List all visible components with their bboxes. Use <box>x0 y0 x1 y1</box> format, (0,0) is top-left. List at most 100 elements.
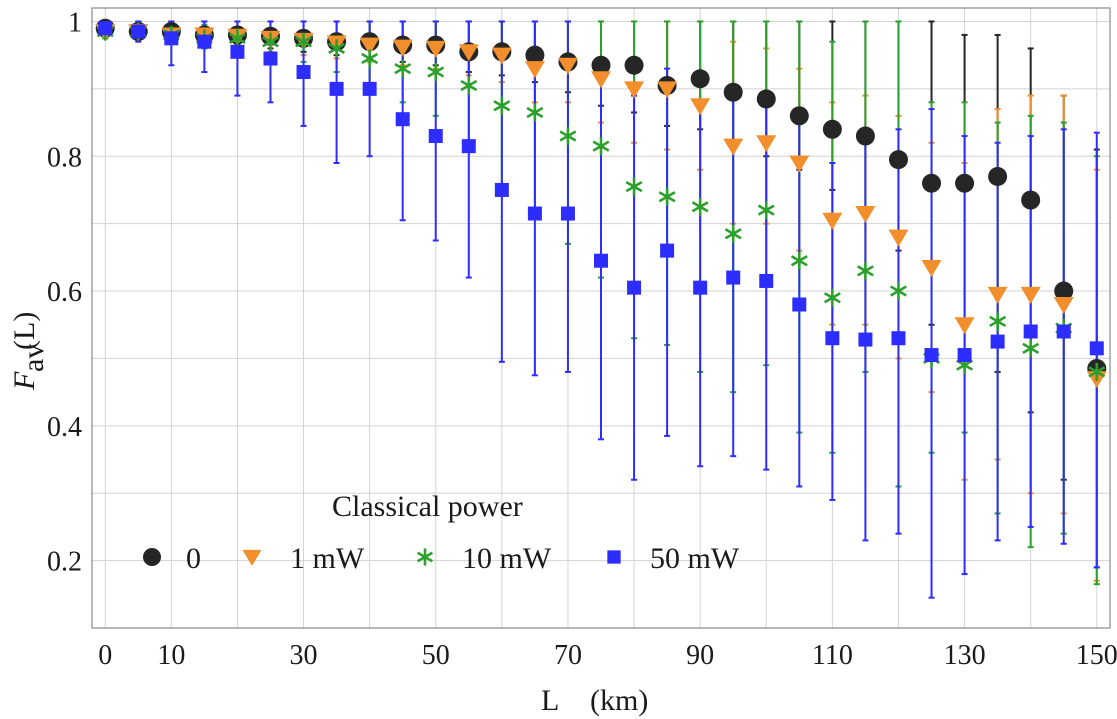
data-point-1-16 <box>624 81 645 99</box>
data-point-1-25 <box>921 259 942 277</box>
data-point-0-24 <box>888 150 908 170</box>
data-point-1-24 <box>888 229 909 247</box>
x-tick-label: 150 <box>1076 640 1117 671</box>
data-point-3-8 <box>362 81 377 96</box>
data-point-0-20 <box>756 89 776 109</box>
data-point-1-26 <box>954 317 975 335</box>
data-point-3-29 <box>1056 324 1071 339</box>
data-point-3-26 <box>957 348 972 363</box>
y-tick-label: 0.8 <box>47 142 82 173</box>
data-point-3-24 <box>891 331 906 346</box>
data-point-1-10 <box>425 40 446 58</box>
data-point-0-22 <box>822 119 842 139</box>
legend-label-1: 1 mW <box>290 542 365 575</box>
data-point-2-28 <box>1022 339 1040 358</box>
data-point-0-29 <box>1054 281 1074 301</box>
legend-marker-2 <box>416 548 434 566</box>
data-point-0-27 <box>988 166 1008 186</box>
data-point-1-17 <box>657 81 678 99</box>
x-tick-label: 0 <box>98 640 112 671</box>
data-point-2-4 <box>228 29 246 48</box>
legend-marker-1 <box>242 549 262 567</box>
data-point-2-17 <box>658 187 676 206</box>
data-point-3-25 <box>924 348 939 363</box>
y-axis-label-sub: av <box>17 344 50 372</box>
data-point-3-10 <box>428 129 443 144</box>
x-tick-label: 30 <box>290 640 318 671</box>
legend-label-3: 50 mW <box>650 542 740 575</box>
data-point-0-13 <box>525 45 545 65</box>
legend-label-2: 10 mW <box>462 542 552 575</box>
data-point-1-27 <box>987 286 1008 304</box>
y-axis-label-arg: (L) <box>8 312 41 350</box>
y-tick-label: 0.2 <box>47 547 82 578</box>
data-point-0-28 <box>1021 190 1041 210</box>
data-point-2-6 <box>295 32 312 51</box>
data-point-0-23 <box>855 126 875 146</box>
data-point-3-2 <box>164 31 179 46</box>
data-point-2-8 <box>361 49 379 68</box>
x-tick-label: 90 <box>686 640 714 671</box>
data-point-0-21 <box>789 106 809 126</box>
data-point-2-13 <box>526 103 544 122</box>
data-point-2-15 <box>592 137 610 156</box>
x-tick-label: 10 <box>157 640 185 671</box>
legend-marker-3 <box>607 550 621 564</box>
y-tick-label: 0.6 <box>47 277 82 308</box>
y-tick-label: 0.4 <box>47 412 82 443</box>
data-point-1-21 <box>789 155 810 173</box>
data-point-3-16 <box>627 280 642 295</box>
legend-markers <box>142 547 621 567</box>
data-point-1-19 <box>723 138 744 156</box>
legend: Classical power 0 1 mW 10 mW 50 mW <box>142 490 740 575</box>
data-point-2-12 <box>493 96 511 115</box>
plot-frame <box>91 7 1111 629</box>
data-point-2-16 <box>625 177 643 196</box>
data-point-2-10 <box>427 63 445 82</box>
data-point-2-18 <box>691 197 709 216</box>
y-tick-labels: 0.2 0.4 0.6 0.8 1 <box>47 7 82 577</box>
data-point-3-12 <box>494 182 509 197</box>
data-point-2-9 <box>394 59 412 78</box>
data-point-0-16 <box>624 55 644 75</box>
data-point-3-21 <box>792 297 807 312</box>
legend-marker-0 <box>142 547 162 567</box>
data-point-3-11 <box>461 139 476 154</box>
data-point-3-1 <box>131 24 146 39</box>
data-point-3-4 <box>230 44 245 59</box>
data-point-0-25 <box>922 173 942 193</box>
x-tick-label: 50 <box>422 640 450 671</box>
data-point-3-19 <box>726 270 741 285</box>
data-point-3-3 <box>197 34 212 49</box>
data-point-0-19 <box>723 82 743 102</box>
data-point-3-0 <box>98 21 113 36</box>
data-point-2-30 <box>1088 362 1106 381</box>
data-point-1-13 <box>524 61 545 79</box>
data-point-2-21 <box>790 251 808 270</box>
data-point-0-15 <box>591 55 611 75</box>
x-tick-label: 110 <box>812 640 853 671</box>
data-point-3-30 <box>1089 341 1104 356</box>
x-axis-title: L (km) <box>541 684 648 717</box>
data-point-2-20 <box>757 201 775 220</box>
data-point-3-14 <box>560 206 575 221</box>
data-point-3-18 <box>693 280 708 295</box>
x-axis-unit: (km) <box>590 684 648 717</box>
data-point-1-8 <box>359 37 380 55</box>
data-point-2-5 <box>262 32 279 51</box>
data-point-3-6 <box>296 65 311 80</box>
data-point-2-27 <box>989 312 1007 331</box>
data-point-3-22 <box>825 331 840 346</box>
data-point-2-11 <box>460 76 478 95</box>
data-point-1-15 <box>591 71 611 89</box>
y-axis-label-main: F <box>8 371 41 391</box>
x-axis-label: L <box>541 684 559 717</box>
data-point-2-7 <box>328 39 346 58</box>
data-point-1-11 <box>458 44 479 62</box>
data-point-1-22 <box>822 212 843 230</box>
legend-label-0: 0 <box>186 542 201 575</box>
x-tick-labels: 0 10 30 50 70 90 110 130 150 <box>98 640 1117 671</box>
y-tick-label: 1 <box>68 7 82 38</box>
data-point-3-9 <box>395 112 410 127</box>
